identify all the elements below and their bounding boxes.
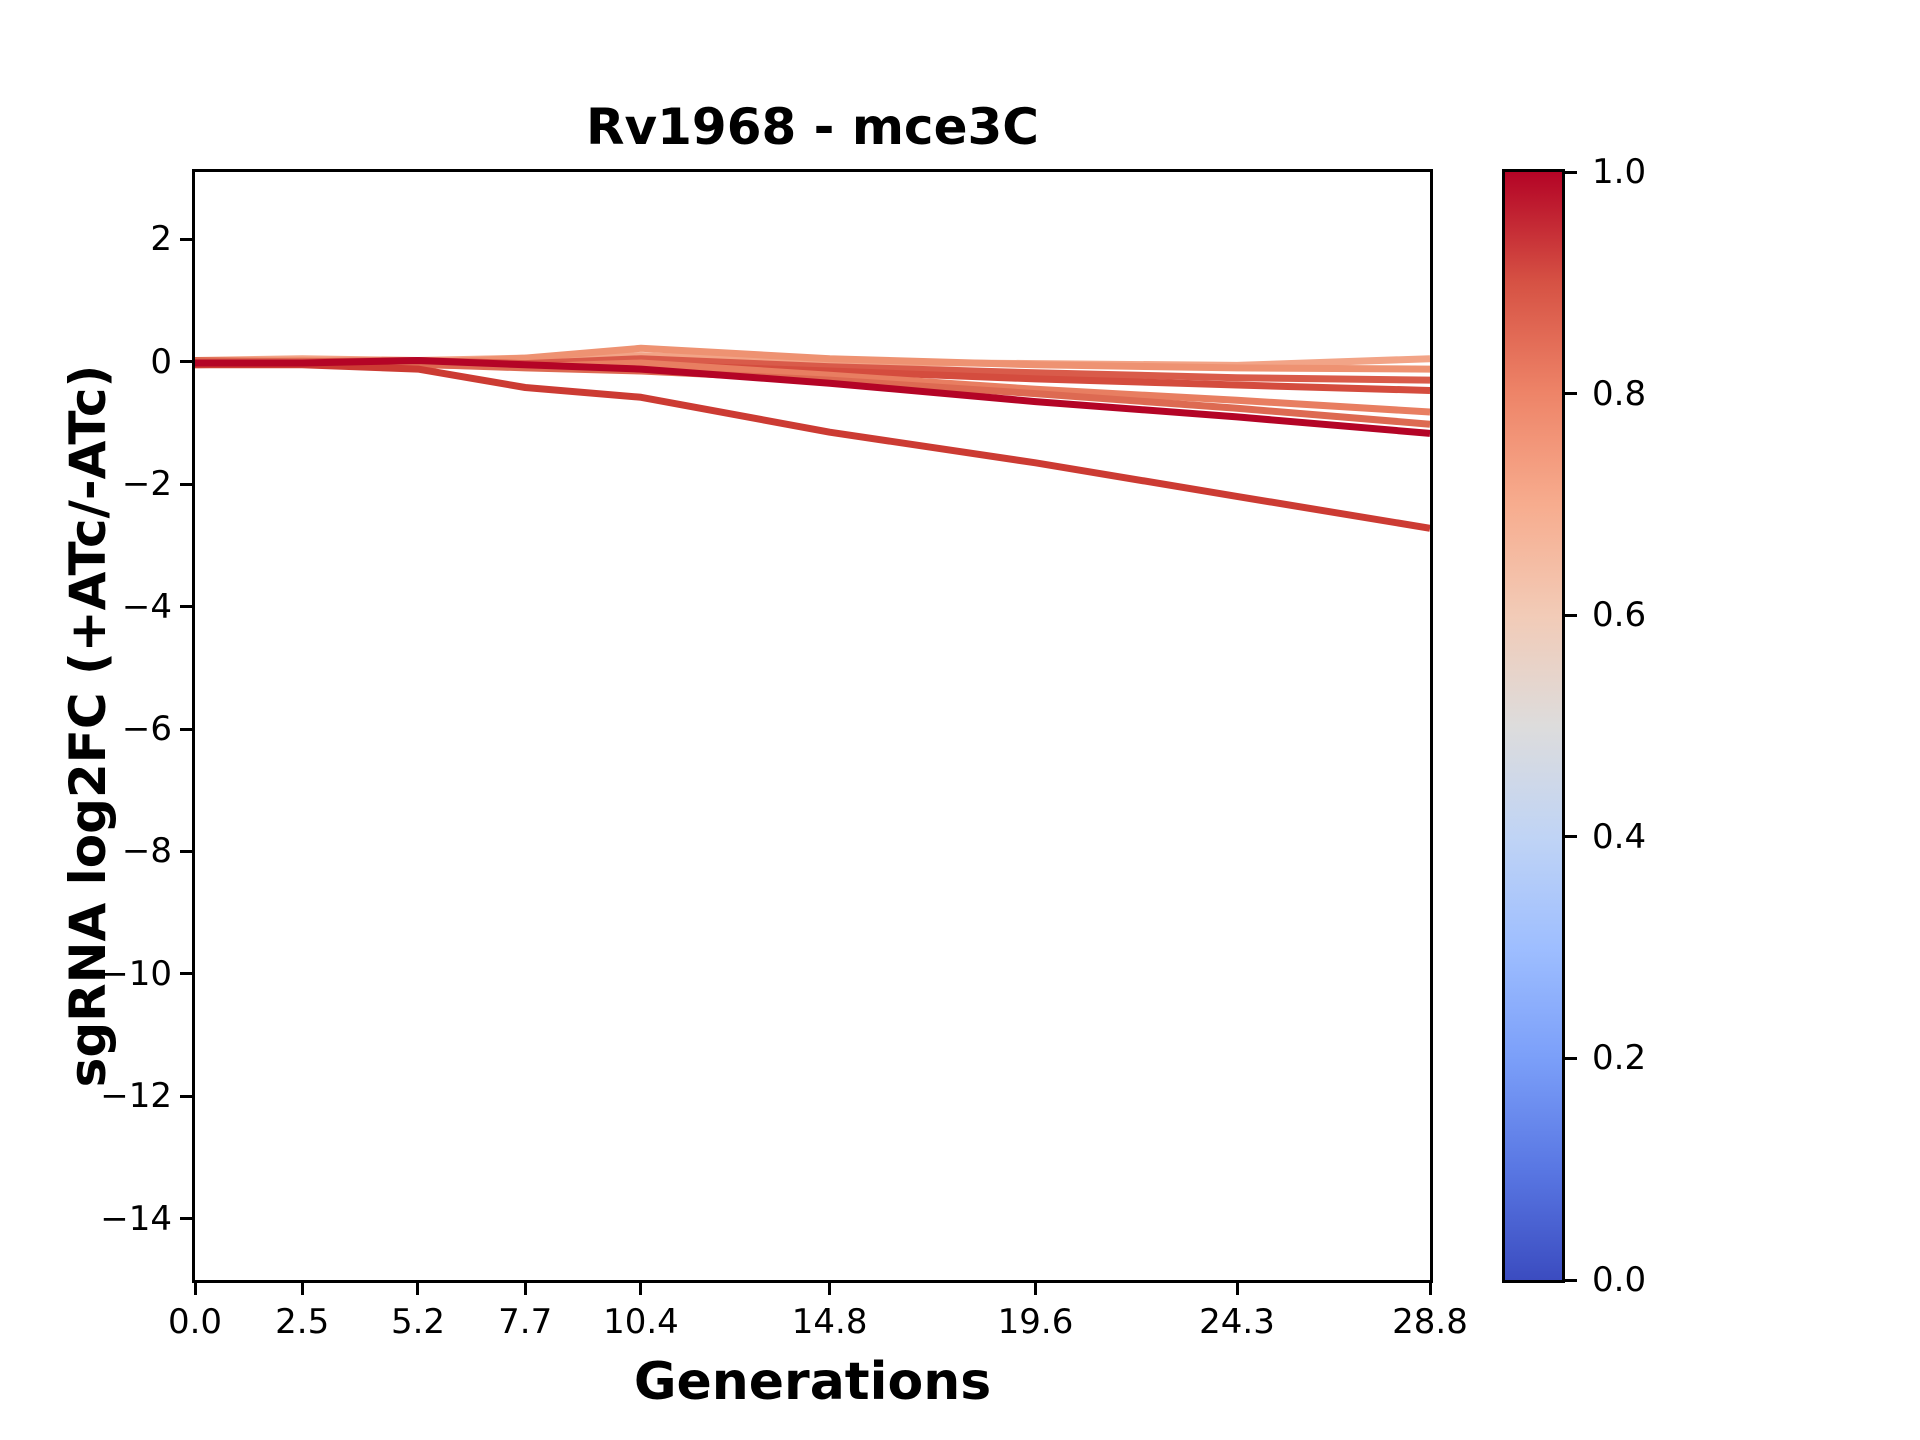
y-tick-label: −10	[100, 953, 172, 994]
x-tick-label: 2.5	[275, 1302, 330, 1342]
colorbar-tick-label: 0.4	[1592, 816, 1647, 857]
y-tick-mark	[180, 1217, 192, 1221]
y-tick-mark	[180, 727, 192, 731]
y-tick-label: −14	[100, 1198, 172, 1239]
colorbar	[1502, 169, 1565, 1283]
colorbar-tick-mark	[1565, 1056, 1577, 1060]
plot-area	[192, 169, 1433, 1283]
y-tick-label: 2	[150, 219, 172, 260]
y-tick-label: −8	[121, 831, 172, 872]
y-tick-mark	[180, 360, 192, 364]
colorbar-tick-label: 0.6	[1592, 595, 1647, 636]
colorbar-tick-label: 1.0	[1592, 152, 1647, 192]
x-axis-label: Generations	[633, 1352, 992, 1412]
colorbar-tick-mark	[1565, 835, 1577, 839]
x-tick-mark	[523, 1283, 527, 1295]
x-tick-label: 0.0	[167, 1302, 223, 1342]
x-tick-label: 5.2	[390, 1302, 446, 1342]
x-tick-mark	[828, 1283, 832, 1295]
x-tick-label: 19.6	[997, 1302, 1074, 1342]
y-tick-label: 0	[150, 341, 172, 382]
x-tick-mark	[1033, 1283, 1037, 1295]
colorbar-tick-mark	[1565, 170, 1577, 174]
y-tick-mark	[180, 237, 192, 241]
series-line-8	[195, 357, 1430, 437]
colorbar-tick-mark	[1565, 392, 1577, 396]
colorbar-tick-label: 0.2	[1592, 1038, 1647, 1079]
colorbar-tick-mark	[1565, 613, 1577, 617]
y-tick-mark	[180, 849, 192, 853]
y-tick-mark	[180, 972, 192, 976]
y-axis-label: sgRNA log2FC (+ATc/-ATc)	[59, 364, 117, 1088]
y-tick-label: −2	[121, 464, 172, 505]
x-tick-label: 7.7	[498, 1302, 553, 1342]
y-tick-mark	[180, 1094, 192, 1098]
colorbar-tick-label: 0.0	[1592, 1260, 1647, 1300]
x-tick-mark	[193, 1283, 197, 1295]
x-tick-label: 14.8	[791, 1302, 868, 1342]
x-tick-mark	[416, 1283, 420, 1295]
y-tick-mark	[180, 482, 192, 486]
y-tick-label: −6	[121, 709, 172, 750]
series-line-7	[195, 361, 1430, 532]
x-tick-label: 10.4	[603, 1302, 679, 1342]
y-tick-label: −4	[121, 586, 172, 627]
x-tick-mark	[300, 1283, 304, 1295]
plot-title: Rv1968 - mce3C	[586, 98, 1039, 156]
colorbar-tick-mark	[1565, 1278, 1577, 1282]
x-tick-mark	[639, 1283, 643, 1295]
line-chart-canvas	[195, 344, 1430, 532]
x-tick-mark	[1428, 1283, 1432, 1295]
y-tick-mark	[180, 605, 192, 609]
x-tick-label: 28.8	[1392, 1302, 1468, 1342]
y-tick-label: −12	[100, 1076, 172, 1117]
x-tick-mark	[1235, 1283, 1239, 1295]
colorbar-tick-label: 0.8	[1592, 373, 1647, 414]
x-tick-label: 24.3	[1199, 1302, 1275, 1342]
